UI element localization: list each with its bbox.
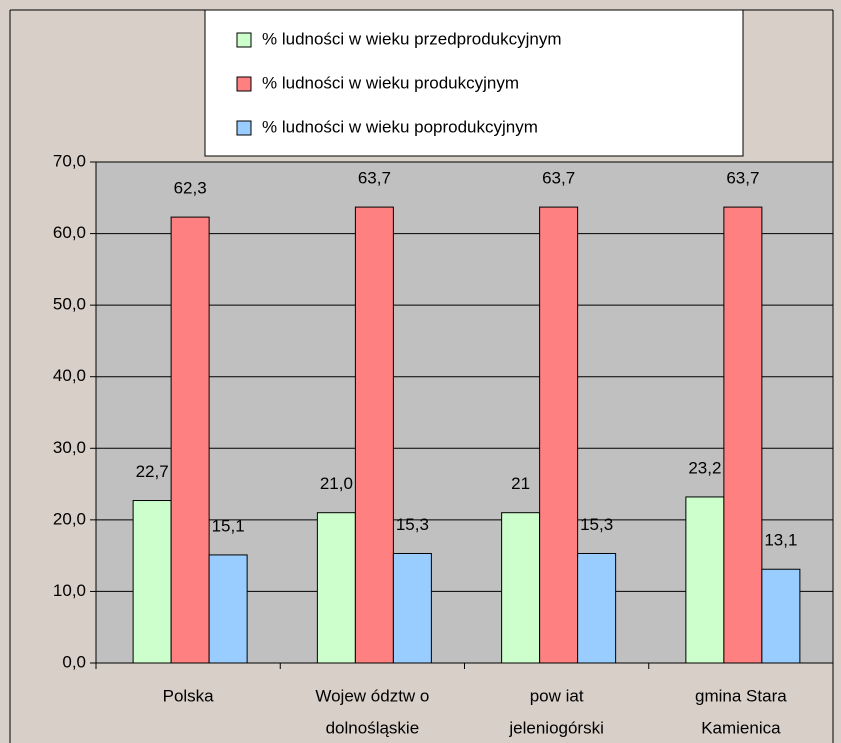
legend-label: % ludności w wieku poprodukcyjnym: [262, 117, 538, 136]
legend: [204, 9, 744, 157]
y-tick-label: 70,0: [53, 151, 86, 170]
x-tick-label: Kamienica: [701, 718, 781, 737]
data-label: 15,3: [580, 515, 613, 534]
y-tick-label: 30,0: [53, 438, 86, 457]
data-label: 22,7: [136, 462, 169, 481]
y-tick-label: 50,0: [53, 295, 86, 314]
y-tick-label: 0,0: [62, 652, 86, 671]
marks: 0,0 10,0 20,0 30,0 40,0 50,0 60,0 70,0 Polska 22,…: [53, 151, 834, 737]
legend-label: % ludności w wieku przedprodukcyjnym: [262, 29, 562, 48]
bar: [316, 512, 356, 664]
legend-entries: % ludności w wieku przedprodukcyjnym % lu…: [236, 29, 562, 136]
y-tick-label: 20,0: [53, 509, 86, 528]
bar: [577, 552, 617, 664]
bar: [685, 496, 725, 664]
bar: [761, 568, 801, 664]
x-tick-label: gmina Stara: [695, 686, 787, 705]
bar: [170, 216, 210, 664]
legend-swatch: [236, 76, 252, 92]
x-tick-label: jeleniogórski: [508, 718, 604, 737]
bar: [539, 206, 579, 664]
y-tick-label: 40,0: [53, 366, 86, 385]
bar: [501, 512, 541, 664]
y-tick-label: 60,0: [53, 223, 86, 242]
bar: [208, 554, 248, 664]
x-tick-label: Wojew ództw o: [315, 686, 429, 705]
bar: [723, 206, 763, 664]
legend-label: % ludności w wieku produkcyjnym: [262, 73, 519, 92]
data-label: 63,7: [542, 169, 575, 188]
legend-swatch: [236, 32, 252, 48]
data-label: 13,1: [764, 531, 797, 550]
y-tick-label: 10,0: [53, 581, 86, 600]
legend-swatch: [236, 120, 252, 136]
bar: [354, 206, 394, 664]
data-label: 15,1: [212, 516, 245, 535]
data-label: 23,2: [688, 458, 721, 477]
data-label: 21: [511, 474, 530, 493]
data-label: 63,7: [358, 169, 391, 188]
x-tick-label: dolnośląskie: [326, 718, 420, 737]
bar: [392, 552, 432, 664]
x-tick-label: pow iat: [530, 686, 584, 705]
data-label: 15,3: [396, 515, 429, 534]
data-label: 63,7: [726, 169, 759, 188]
bar: [132, 500, 172, 664]
data-label: 21,0: [320, 474, 353, 493]
data-label: 62,3: [174, 179, 207, 198]
x-tick-label: Polska: [163, 686, 215, 705]
